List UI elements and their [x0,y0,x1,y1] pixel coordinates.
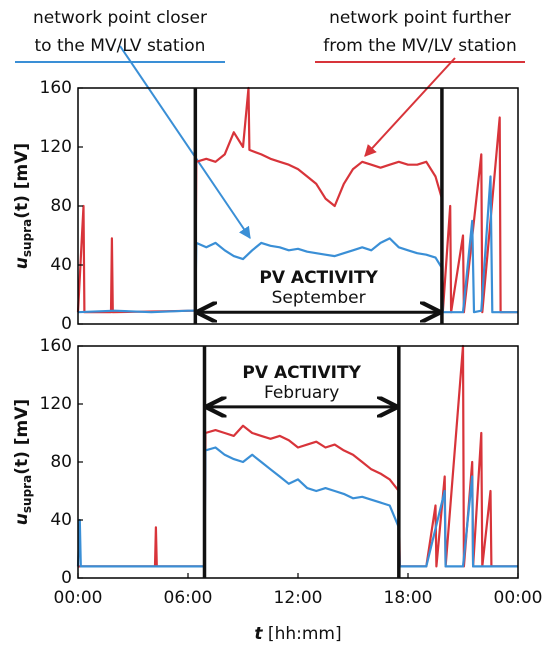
y-label-rest: (t) [mV] [12,143,32,219]
note-text: network point closer [33,8,207,28]
y-label-sub: supra [20,475,34,513]
series-line [76,86,518,314]
y-tick-label: 0 [61,568,72,588]
x-tick-label: 12:00 [274,588,323,608]
pv-month: September [272,288,366,308]
pv-label: PV ACTIVITY [242,363,361,383]
note-text: from the MV/LV station [323,36,516,56]
series-line [76,446,518,568]
y-tick-label: 80 [50,196,72,216]
y-axis-label: usupra(t) [mV] [12,143,34,269]
y-tick-label: 120 [40,137,72,157]
x-label-base: t [254,624,263,644]
y-tick-label: 40 [50,510,72,530]
y-tick-label: 40 [50,255,72,275]
note-text: to the MV/LV station [35,36,206,56]
x-tick-label: 06:00 [164,588,213,608]
y-tick-label: 80 [50,452,72,472]
note-text: network point further [329,8,511,28]
x-label-rest: [hh:mm] [263,624,342,644]
pv-month: February [264,383,339,403]
note-arrow [364,57,456,157]
x-tick-label: 00:00 [494,588,543,608]
series-line [77,175,518,314]
x-axis-label: t [hh:mm] [254,624,341,644]
y-label-sub: supra [20,219,34,257]
y-tick-label: 120 [40,394,72,414]
x-tick-label: 00:00 [54,588,103,608]
y-label-base: u [12,513,32,525]
note-arrow [119,45,251,239]
x-tick-label: 18:00 [384,588,433,608]
y-label-base: u [12,257,32,269]
y-tick-label: 160 [40,78,72,98]
y-axis-label: usupra(t) [mV] [12,399,34,525]
y-tick-label: 160 [40,336,72,356]
y-label-rest: (t) [mV] [12,399,32,475]
y-tick-label: 0 [61,314,72,334]
pv-label: PV ACTIVITY [259,268,378,288]
